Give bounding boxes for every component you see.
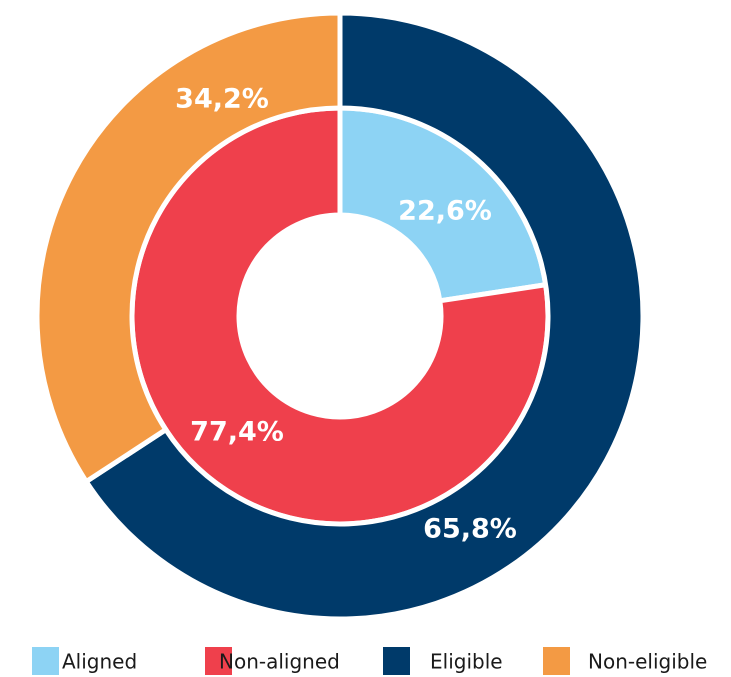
data-label: 22,6% xyxy=(398,196,492,227)
legend-label: Aligned xyxy=(62,650,137,674)
pie-slice xyxy=(82,10,646,622)
data-label: 77,4% xyxy=(190,417,284,448)
data-label: 34,2% xyxy=(175,84,269,115)
legend-label: Eligible xyxy=(430,650,503,674)
legend-label: Non-eligible xyxy=(588,650,707,674)
legend-swatch xyxy=(543,647,570,675)
legend-swatch xyxy=(32,647,59,675)
pie-slice xyxy=(34,10,343,486)
legend-swatch xyxy=(205,647,232,675)
data-label: 65,8% xyxy=(423,514,517,545)
legend-label: Non-aligned xyxy=(219,650,340,674)
legend-swatch xyxy=(383,647,410,675)
